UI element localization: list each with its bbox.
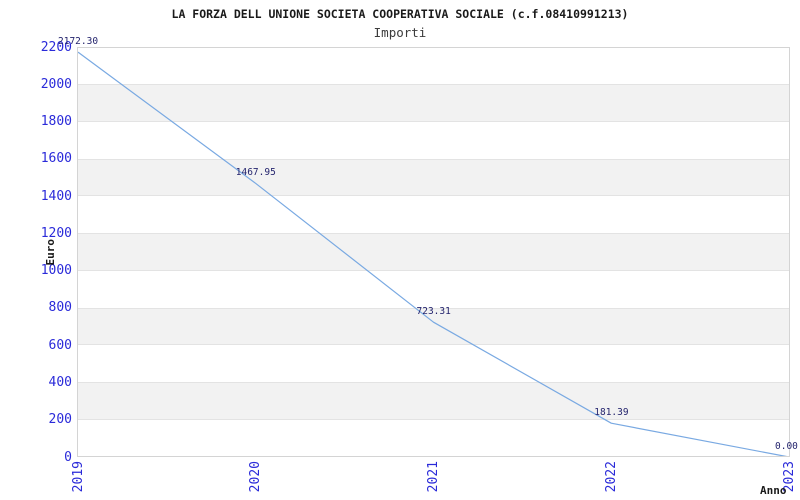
y-tick-label: 200 bbox=[48, 412, 72, 428]
data-point-label: 723.31 bbox=[416, 306, 451, 318]
plot-area bbox=[77, 47, 790, 457]
data-point-label: 2172.30 bbox=[58, 36, 99, 48]
y-axis-title: Euro bbox=[44, 238, 57, 266]
chart-title: LA FORZA DELL UNIONE SOCIETA COOPERATIVA… bbox=[171, 7, 629, 21]
data-point-label: 181.39 bbox=[594, 407, 629, 419]
data-point-label: 1467.95 bbox=[235, 167, 276, 179]
y-tick-label: 400 bbox=[48, 374, 72, 390]
x-axis-title: Anno bbox=[760, 484, 787, 497]
y-tick-label: 0 bbox=[64, 449, 72, 465]
line-series-svg bbox=[77, 51, 790, 457]
y-tick-label: 1800 bbox=[40, 114, 72, 130]
plot-band bbox=[77, 307, 790, 346]
y-tick-label: 600 bbox=[48, 337, 72, 353]
x-tick-label: 2021 bbox=[426, 461, 441, 493]
y-tick-label: 1400 bbox=[40, 188, 72, 204]
y-tick-label: 800 bbox=[48, 300, 72, 316]
data-point-label: 0.00 bbox=[775, 441, 798, 452]
y-tick-label: 1600 bbox=[40, 151, 72, 167]
plot-band bbox=[77, 158, 790, 197]
y-tick-label: 1200 bbox=[40, 225, 72, 241]
y-tick-label: 2200 bbox=[40, 39, 72, 55]
plot-band bbox=[77, 84, 790, 122]
x-tick-label: 2022 bbox=[603, 461, 619, 493]
x-tick-label: 2019 bbox=[70, 461, 86, 493]
chart-subtitle: Importi bbox=[373, 25, 427, 40]
y-tick-label: 2000 bbox=[40, 76, 72, 92]
x-tick-label: 2020 bbox=[248, 461, 264, 493]
trend-line bbox=[77, 51, 790, 457]
y-tick-label: 1000 bbox=[40, 263, 72, 279]
plot-band bbox=[77, 233, 790, 271]
plot-band bbox=[77, 382, 790, 420]
